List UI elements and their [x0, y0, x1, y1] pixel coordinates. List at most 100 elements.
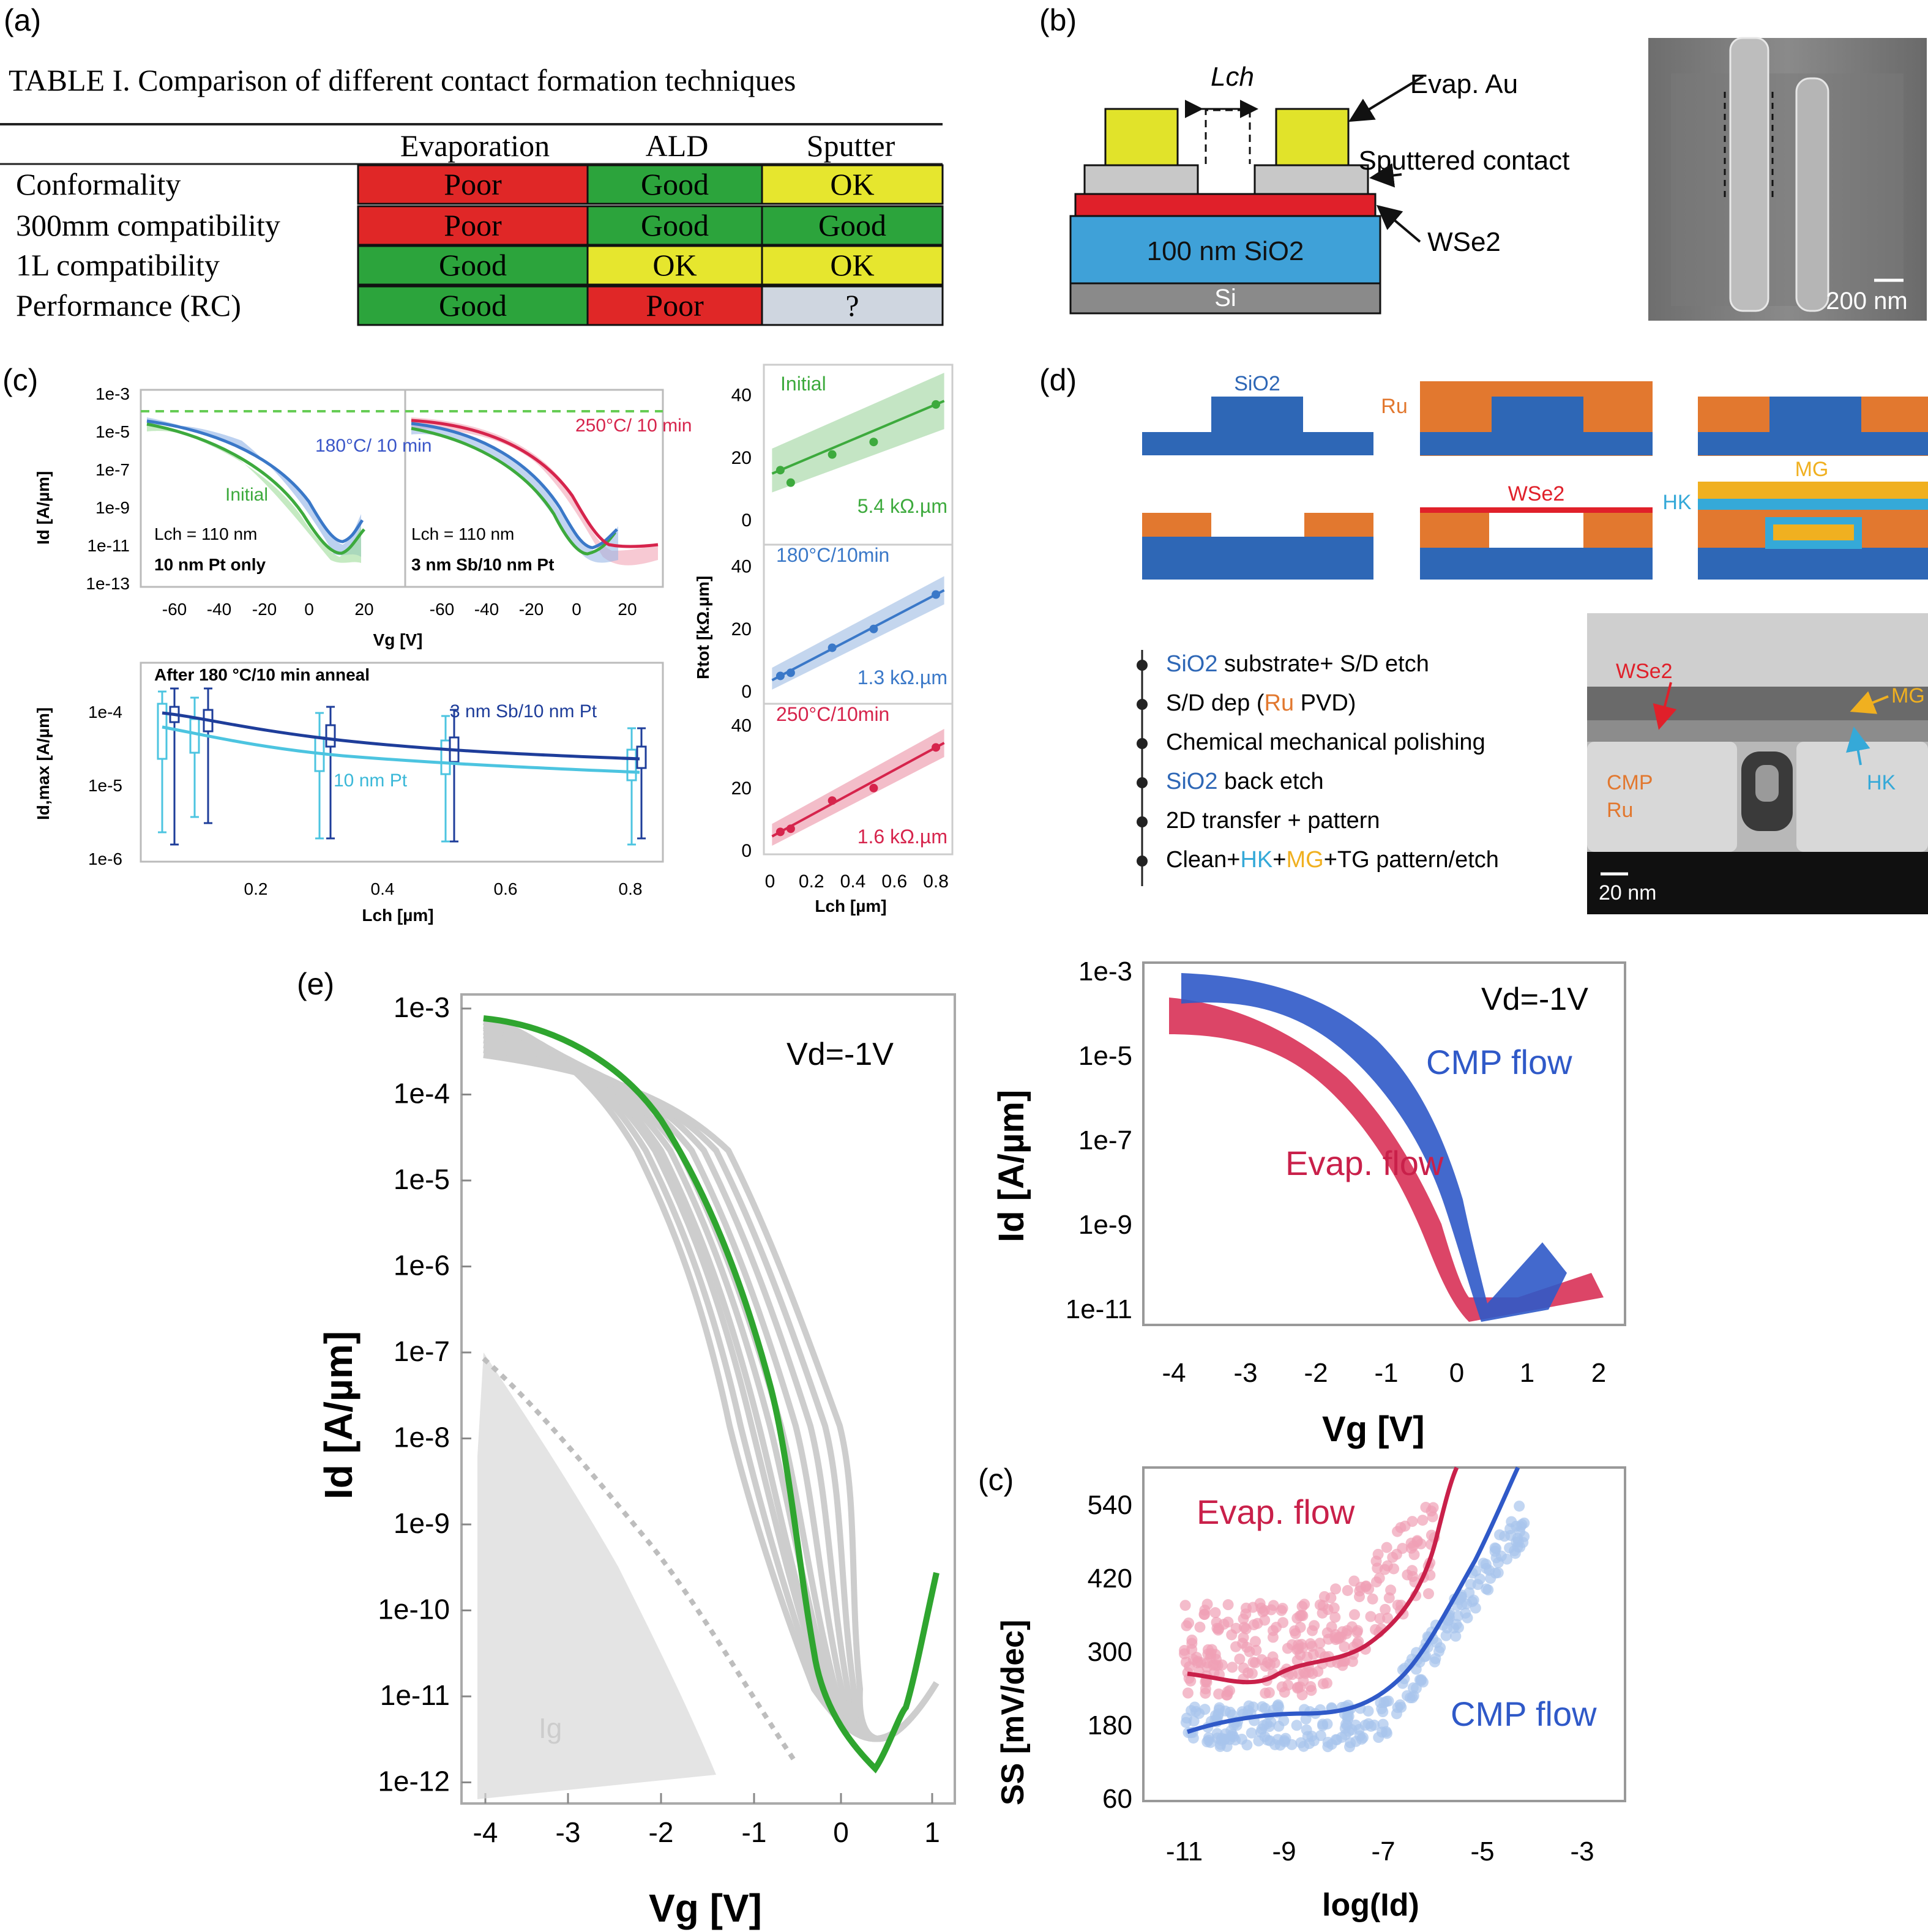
ss-point-evap — [1370, 1556, 1382, 1567]
ss-point-evap — [1234, 1653, 1246, 1665]
rtot-subplot-title: 180°C/10min — [776, 544, 889, 566]
ss-point-evap — [1379, 1564, 1391, 1575]
tem-label-ru: Ru — [1607, 799, 1633, 822]
x-tick-label: 0.6 — [881, 871, 907, 892]
tem-ru-left — [1587, 742, 1737, 852]
right-ann-250: 250°C/ 10 min — [575, 416, 692, 436]
tem-label-cmp: CMP — [1607, 771, 1653, 794]
ss-point-cmp — [1450, 1630, 1462, 1642]
table-cell — [357, 285, 589, 326]
table-cell-text: ? — [845, 288, 859, 323]
panel-label-b: (b) — [1039, 3, 1077, 37]
e-transfer-xlabel: Vg [V] — [1322, 1409, 1425, 1449]
idmax-plot-frame — [140, 662, 664, 863]
e-transfer-label-cmp: CMP flow — [1426, 1043, 1572, 1081]
row-label: Performance (RC) — [16, 288, 241, 323]
panel-label-e: (e) — [297, 967, 334, 1001]
y-tick-label: 1e-3 — [1078, 957, 1132, 987]
tem-label-hk: HK — [1867, 771, 1896, 794]
ss-point-evap — [1277, 1617, 1289, 1628]
ss-point-evap — [1360, 1581, 1372, 1592]
e-ss-ylabel: SS [mV/dec] — [995, 1620, 1031, 1805]
rtot-point — [828, 796, 837, 805]
e-transfer-frame — [1142, 961, 1626, 1326]
y-tick-label: 20 — [731, 448, 752, 468]
y-tick-label: 40 — [731, 557, 752, 577]
tem-gate-core — [1755, 765, 1779, 802]
table-cell — [761, 245, 944, 286]
right-curve-180 — [411, 422, 618, 550]
d6-hk — [1698, 499, 1928, 510]
wse2-layer — [1074, 193, 1377, 217]
x-tick-label: -2 — [1304, 1358, 1328, 1388]
y-tick-label: 0 — [741, 510, 752, 531]
table-cell-text: Good — [439, 248, 507, 282]
e-transfer-label-evap: Evap. flow — [1285, 1144, 1444, 1182]
right-lch: Lch = 110 nm — [411, 524, 514, 543]
ss-point-cmp — [1407, 1692, 1418, 1704]
process-step: S/D dep (Ru PVD) — [1166, 690, 1356, 716]
x-tick-label: 0 — [765, 871, 775, 892]
rtot-point — [869, 624, 878, 633]
y-tick-label: 1e-11 — [87, 536, 130, 555]
sio2-label: 100 nm SiO2 — [1147, 236, 1304, 266]
ss-point-evap — [1427, 1502, 1439, 1513]
x-tick-label: 0 — [833, 1816, 849, 1848]
right-sample: 3 nm Sb/10 nm Pt — [411, 555, 554, 574]
tem-gate-stack — [1587, 720, 1928, 742]
y-tick-label: 180 — [1088, 1710, 1132, 1740]
x-tick-label: -20 — [519, 600, 544, 619]
ss-point-evap — [1268, 1600, 1279, 1611]
x-tick-label: 20 — [618, 600, 637, 619]
process-step: SiO2 back etch — [1166, 769, 1324, 794]
arrow-contact — [1369, 163, 1402, 188]
ss-point-evap — [1222, 1599, 1234, 1611]
panel-label-a: (a) — [4, 3, 41, 37]
row-label: Conformality — [16, 167, 181, 201]
d5-ru-left — [1420, 513, 1489, 550]
right-curve-initial — [411, 427, 616, 556]
d2-base — [1420, 432, 1653, 455]
d5-ru-right — [1583, 513, 1653, 550]
y-tick-label: 420 — [1088, 1564, 1132, 1594]
ss-point-cmp — [1343, 1710, 1354, 1722]
e-main-y-ticks: 1e-3 1e-4 1e-5 1e-6 1e-7 1e-8 1e-9 1e-10 1e-11 1e… — [378, 991, 471, 1797]
rtot-plot-frame — [763, 364, 954, 856]
ss-point-cmp — [1241, 1739, 1253, 1751]
gate-leakage-dashed — [482, 1357, 798, 1764]
si-layer — [1069, 282, 1381, 315]
x-tick-label: 0.2 — [244, 879, 268, 898]
x-tick-label: 20 — [354, 600, 373, 619]
col-header-ald: ALD — [646, 129, 709, 163]
rtot-point — [828, 643, 837, 652]
left-curve-180 — [146, 419, 364, 543]
table-cell-text: Poor — [646, 288, 704, 323]
rtot-point — [786, 668, 795, 677]
sem-electrode-left — [1729, 37, 1769, 312]
boxplot-box — [325, 724, 336, 748]
x-tick-label: 2 — [1591, 1358, 1606, 1388]
ss-point-evap — [1297, 1610, 1309, 1622]
d5-base — [1420, 548, 1653, 580]
idmax-title: After 180 °C/10 min anneal — [154, 665, 370, 684]
ss-point-evap — [1291, 1655, 1303, 1666]
ss-point-cmp — [1429, 1656, 1441, 1668]
ss-point-evap — [1325, 1592, 1337, 1603]
e-main-ylabel: Id [A/µm] — [316, 1331, 361, 1499]
ss-point-evap — [1392, 1526, 1403, 1537]
ss-point-evap — [1402, 1569, 1413, 1581]
d6-label-mg: MG — [1795, 458, 1829, 481]
idmax-line-pt — [162, 725, 640, 774]
label-sputtered-contact: Sputtered contact — [1359, 146, 1570, 176]
y-tick-label: 1e-4 — [394, 1078, 450, 1110]
x-tick-label: 0.6 — [494, 879, 518, 898]
d4-base — [1142, 537, 1373, 580]
y-tick-label: 1e-10 — [378, 1594, 450, 1625]
ss-point-cmp — [1315, 1730, 1326, 1742]
e-transfer-blue-band — [1181, 973, 1567, 1322]
table-cell-text: OK — [830, 167, 874, 201]
ss-point-evap — [1200, 1676, 1211, 1688]
rtot-rc-label: 1.6 kΩ.µm — [858, 826, 947, 848]
x-tick-label: -9 — [1272, 1837, 1296, 1867]
e-ss-frame — [1142, 1466, 1626, 1802]
